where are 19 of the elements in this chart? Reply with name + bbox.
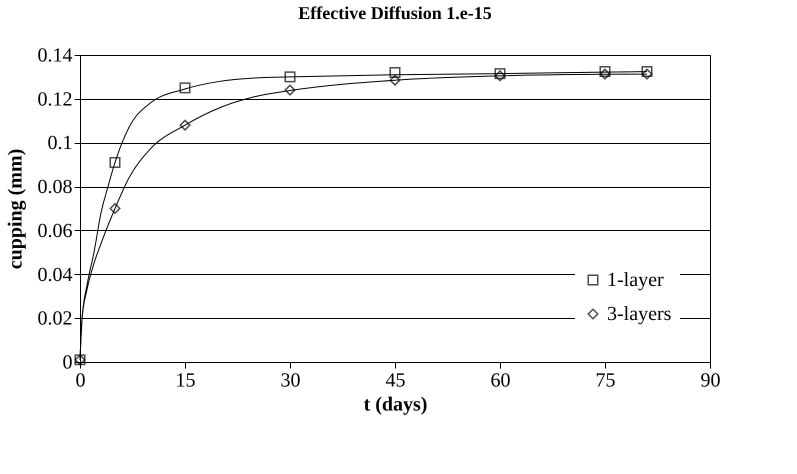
y-tick-label: 0.14	[38, 44, 72, 66]
x-tick-label: 90	[700, 370, 720, 392]
x-tick-label: 15	[176, 370, 196, 392]
x-tick-label: 30	[280, 370, 300, 392]
x-tick-label: 75	[596, 370, 616, 392]
legend-label: 1-layer	[607, 269, 664, 291]
y-tick-label: 0.04	[38, 264, 72, 286]
legend-label: 3-layers	[607, 303, 672, 325]
y-tick-label: 0.06	[38, 220, 72, 242]
y-axis-title: cupping (mm)	[4, 148, 26, 270]
x-tick-label: 60	[490, 370, 510, 392]
y-tick-label: 0	[62, 352, 72, 374]
y-tick-label: 0.12	[38, 88, 72, 110]
y-tick-label: 0.02	[38, 308, 72, 330]
y-tick-label: 0.1	[48, 132, 72, 154]
x-tick-label: 45	[386, 370, 406, 392]
chart-title: Effective Diffusion 1.e-15	[298, 3, 492, 23]
y-tick-label: 0.08	[38, 176, 72, 198]
x-axis-title: t (days)	[364, 394, 428, 416]
